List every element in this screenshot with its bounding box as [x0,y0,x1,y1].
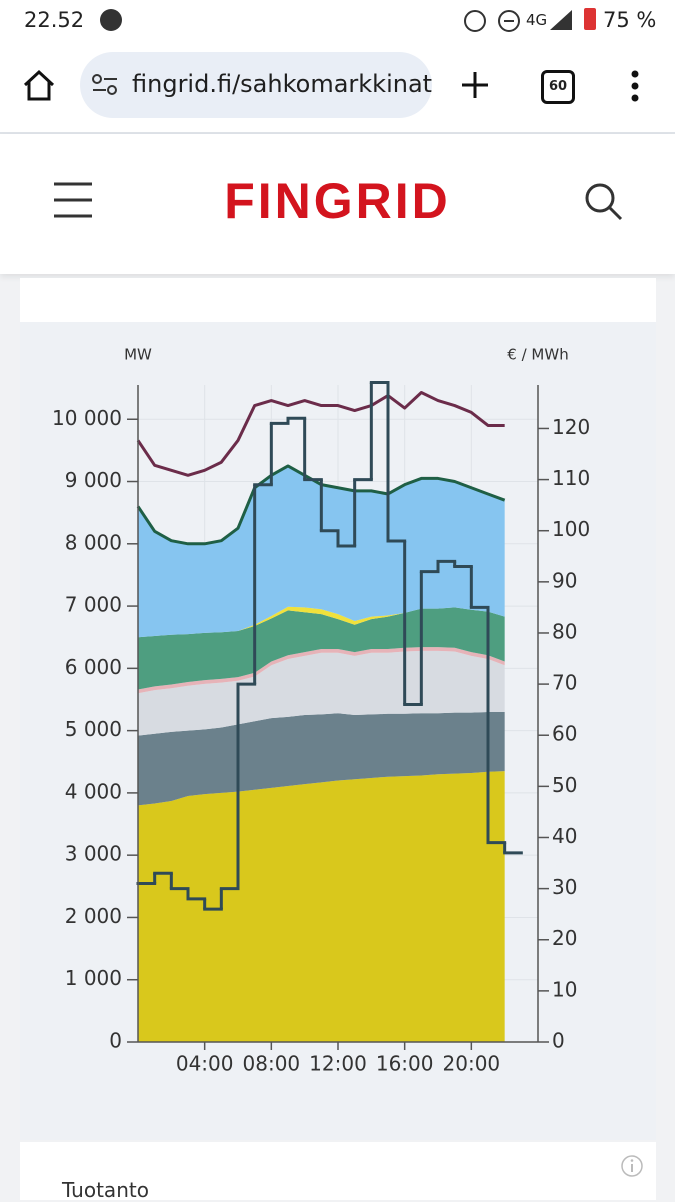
area [138,465,505,638]
y2-tick-label: 60 [552,722,577,746]
notification-icon [100,9,122,31]
y-tick-label: 7 000 [65,593,122,617]
section-title: Tuotanto [62,1178,149,1202]
x-tick-label: 12:00 [309,1052,367,1076]
site-header: FINGRID [0,134,675,274]
area [138,607,505,690]
url-text: fingrid.fi/sahkomarkkinat [132,70,432,98]
y-tick-label: 2 000 [65,904,122,928]
y2-tick-label: 10 [552,977,577,1001]
logo[interactable]: FINGRID [224,173,451,229]
info-icon[interactable] [620,1154,644,1178]
dnd-icon [498,10,520,32]
y-tick-label: 9 000 [65,468,122,492]
y2-tick-label: 40 [552,824,577,848]
plot-area [136,380,523,1042]
y-tick-label: 10 000 [52,406,122,430]
site-info-icon[interactable] [92,74,118,96]
y-axis-label: MW [124,346,152,364]
y-tick-label: 8 000 [65,530,122,554]
y2-tick-label: 80 [552,619,577,643]
menu-button[interactable] [628,68,642,104]
y2-axis-label: € / MWh [507,346,568,364]
y-tick-label: 3 000 [65,842,122,866]
x-tick-label: 04:00 [176,1052,234,1076]
axes: 0 1 000 2 000 3 000 4 000 5 000 6 000 7 000 8 00… [52,385,590,1076]
area [138,711,505,806]
clock: 22.52 [24,8,85,32]
y2-tick-label: 70 [552,671,577,695]
content-card [20,278,656,322]
status-bar: 22.52 4G 75 % [0,0,675,42]
y2-tick-label: 100 [552,517,590,541]
area [138,771,505,1042]
browser-toolbar: fingrid.fi/sahkomarkkinat 60 [0,42,675,134]
y2-tick-label: 0 [552,1029,565,1053]
hamburger-menu[interactable] [54,182,92,218]
area [138,650,505,736]
y2-tick-label: 90 [552,568,577,592]
y-tick-label: 4 000 [65,779,122,803]
search-button[interactable] [584,182,624,222]
new-tab-button[interactable] [460,70,490,100]
alarm-icon [464,10,486,32]
area [138,647,505,694]
address-bar[interactable]: fingrid.fi/sahkomarkkinat [80,52,432,118]
y2-tick-label: 110 [552,466,590,490]
area [138,606,505,638]
tab-switcher[interactable]: 60 [541,70,575,104]
y-tick-label: 6 000 [65,655,122,679]
y2-tick-label: 20 [552,926,577,950]
x-tick-label: 16:00 [376,1052,434,1076]
home-button[interactable] [22,68,56,102]
battery-level: 75 % [603,8,657,32]
line [136,390,505,477]
battery-icon [584,8,596,30]
y2-tick-label: 50 [552,773,577,797]
network-type: 4G [526,11,548,29]
y2-tick-label: 120 [552,415,590,439]
y-tick-label: 5 000 [65,717,122,741]
y-tick-label: 0 [109,1029,122,1053]
x-tick-label: 20:00 [443,1052,501,1076]
y2-tick-label: 30 [552,875,577,899]
x-tick-label: 08:00 [243,1052,301,1076]
y-tick-label: 1 000 [65,966,122,990]
signal-icon [550,10,572,30]
content-card: Tuotanto [20,1142,656,1202]
